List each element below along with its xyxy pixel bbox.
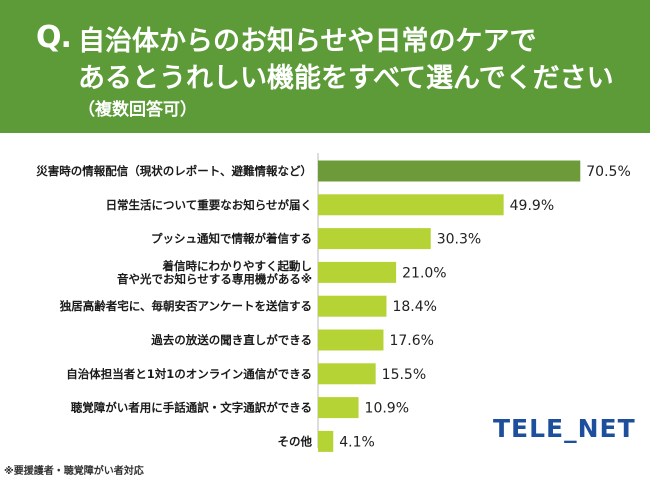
category-label: 自治体担当者と1対1のオンライン通信ができる — [66, 367, 312, 381]
category-label: その他 — [278, 434, 313, 448]
bar — [318, 295, 387, 317]
category-label: 日常生活について重要なお知らせが届く — [106, 198, 312, 212]
question-title-line1: 自治体からのお知らせや日常のケアで — [78, 26, 537, 57]
category-label: 独居高齢者宅に、毎朝安否アンケートを送信する — [60, 299, 312, 313]
value-label: 10.9% — [365, 401, 409, 417]
value-label: 18.4% — [392, 299, 436, 315]
question-header: Q. 自治体からのお知らせや日常のケアで あるとうれしい機能をすべて選んでくださ… — [0, 0, 650, 133]
bar — [318, 261, 397, 283]
question-title-line2: あるとうれしい機能をすべて選んでください — [78, 63, 614, 94]
bar — [318, 194, 504, 216]
value-label: 21.0% — [402, 265, 446, 281]
footnote: ※要援護者・聴覚障がい者対応 — [4, 466, 144, 477]
category-label: 災害時の情報配信（現状のレポート、避難情報など） — [35, 164, 312, 178]
category-label: プッシュ通知で情報が着信する — [151, 232, 312, 246]
telenet-logo: TELE_NET — [493, 414, 636, 443]
bar — [318, 430, 334, 452]
category-label: 過去の放送の聞き直しができる — [150, 333, 312, 347]
value-label: 4.1% — [339, 434, 375, 450]
bar — [318, 397, 359, 419]
value-label: 15.5% — [382, 367, 426, 383]
bar — [318, 228, 431, 250]
value-label: 30.3% — [437, 232, 481, 248]
question-mark: Q. — [36, 20, 72, 55]
category-label: 着信時にわかりやすく起動し — [162, 259, 313, 273]
category-label: 音や光でお知らせする専用機がある※ — [117, 272, 312, 286]
category-label: 聴覚障がい者用に手話通訳・文字通訳ができる — [71, 401, 312, 415]
bar-chart: 70.5% 災害時の情報配信（現状のレポート、避難情報など） 49.9% 日常生活につ… — [35, 153, 631, 452]
bar — [318, 363, 376, 385]
question-note: （複数回答可） — [78, 100, 197, 120]
bar — [318, 160, 581, 182]
value-label: 17.6% — [389, 333, 433, 349]
bar — [318, 329, 384, 351]
value-label: 49.9% — [510, 198, 554, 214]
value-label: 70.5% — [586, 164, 630, 180]
